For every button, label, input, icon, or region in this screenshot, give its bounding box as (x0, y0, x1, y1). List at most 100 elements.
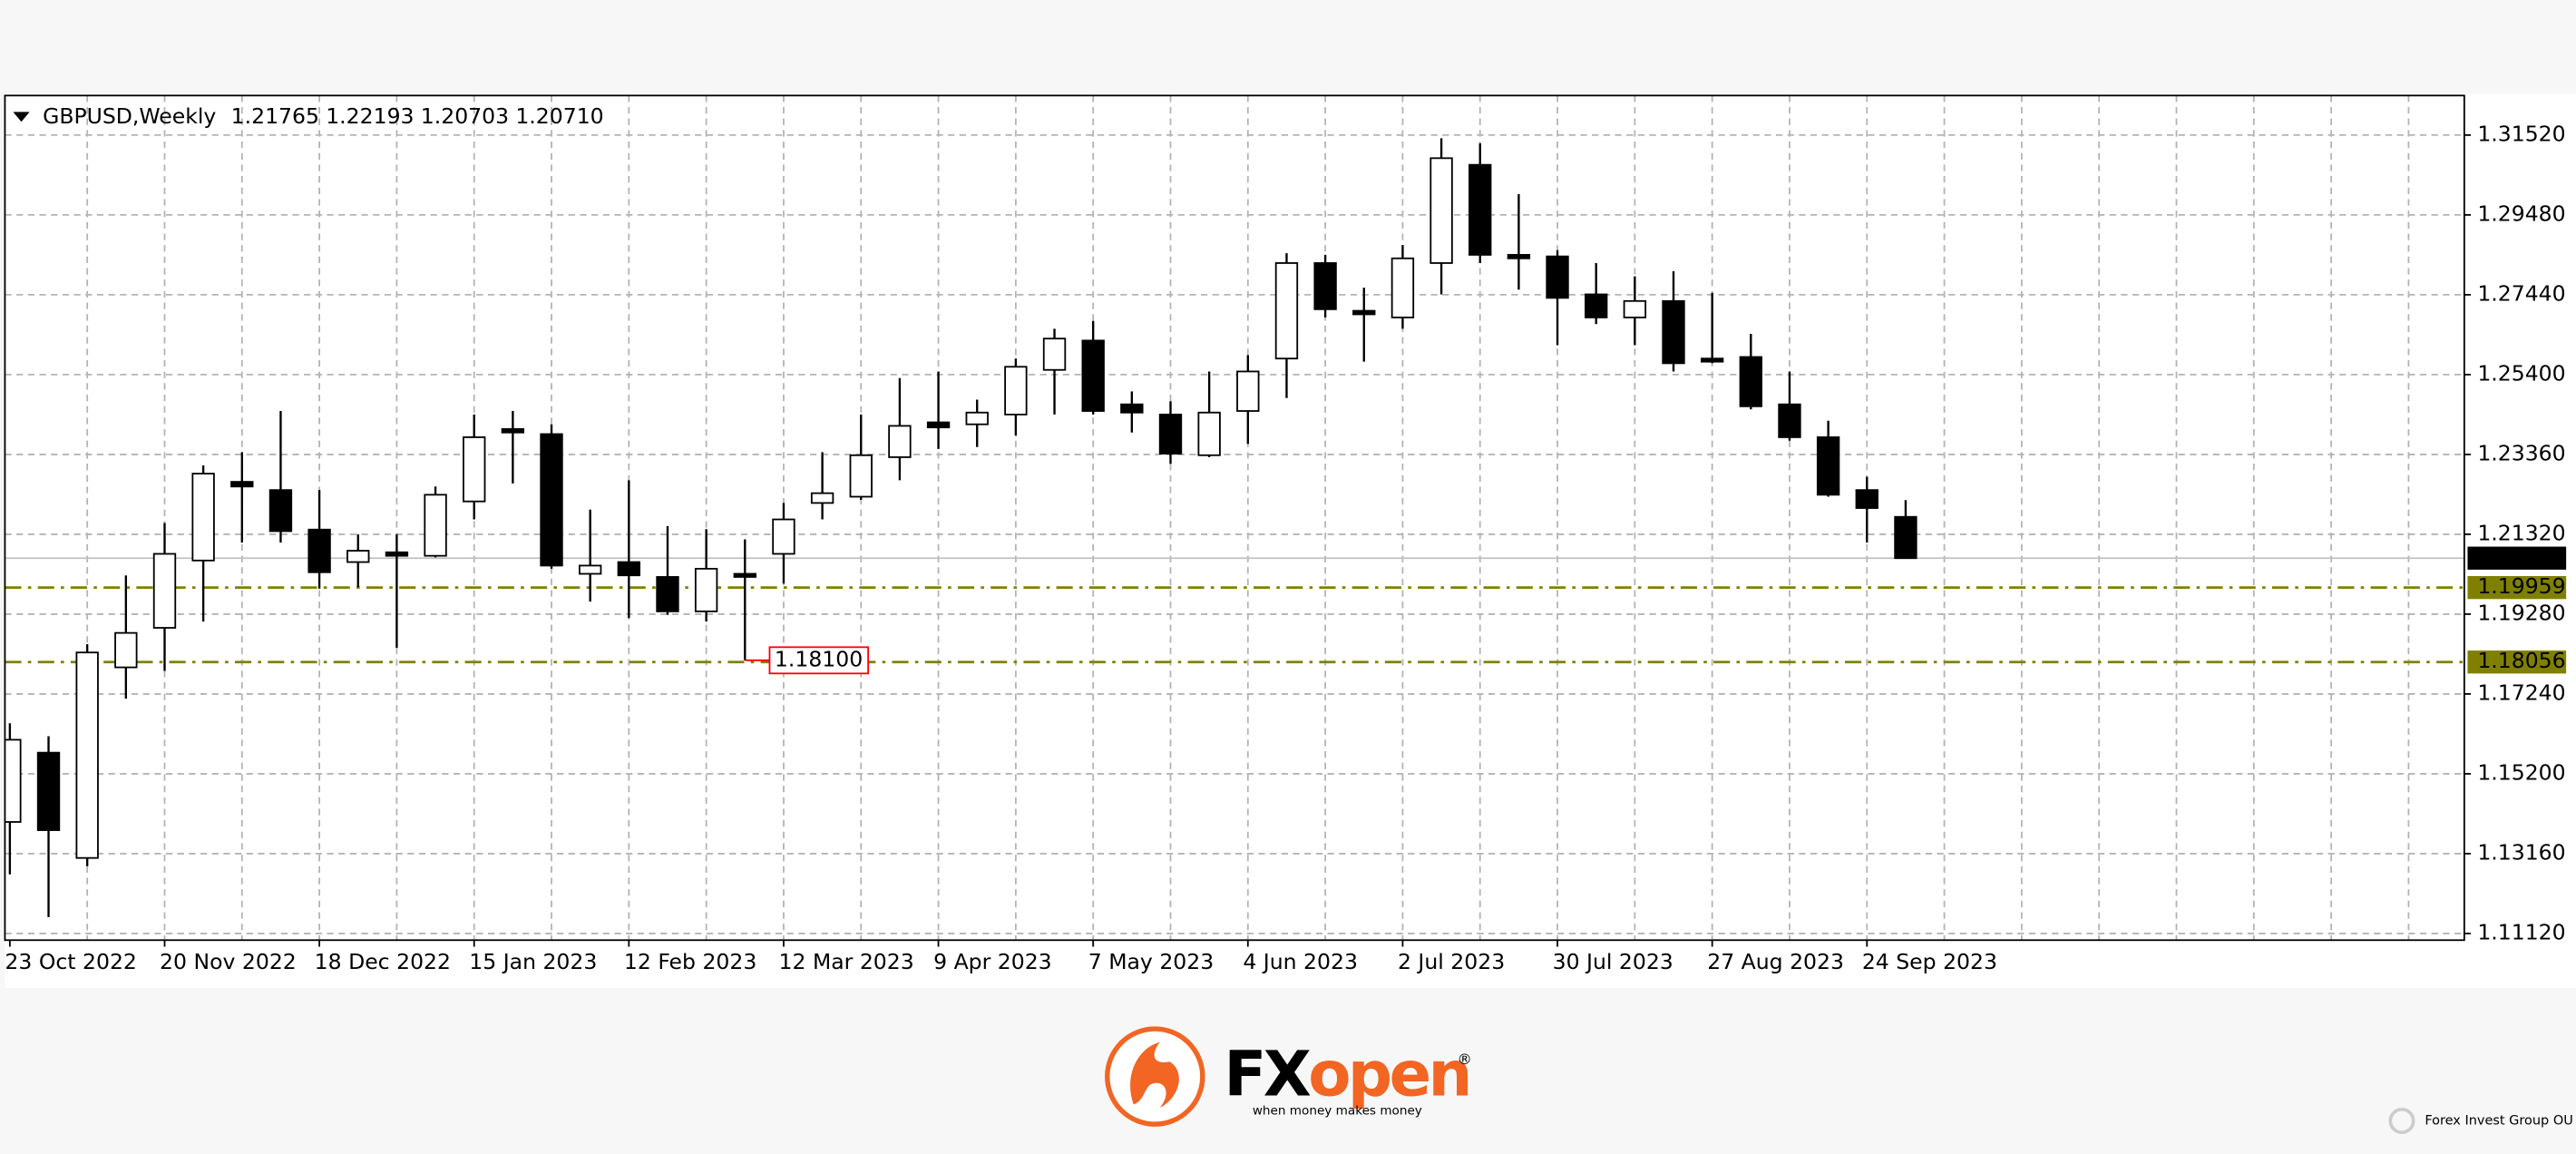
x-tick-label: 7 May 2023 (1088, 949, 1214, 974)
brand-slogan: when money makes money (1253, 1104, 1422, 1119)
candle-body (346, 550, 370, 563)
candle-body (230, 481, 254, 488)
candle-body (540, 433, 563, 567)
candle-body (1855, 489, 1878, 509)
x-tick-label: 20 Nov 2022 (160, 949, 297, 974)
candle-body (1816, 436, 1840, 496)
company-icon (2388, 1108, 2415, 1135)
candle-body (579, 564, 602, 575)
logo: FXopen ® when money makes money Forex In… (1105, 1026, 2573, 1135)
current-price-box (2467, 546, 2567, 570)
brand-reg: ® (1458, 1051, 1472, 1068)
annotation-box (768, 646, 870, 675)
candle-body (1158, 413, 1183, 455)
candle-body (1352, 309, 1376, 316)
candle-body (1313, 262, 1337, 310)
y-tick-label: 1.27440 (2477, 280, 2565, 306)
candle-body (1700, 357, 1724, 363)
candle-body (75, 651, 99, 859)
candle-body (1429, 157, 1453, 264)
candle-body (307, 528, 331, 573)
candle-body (888, 425, 912, 458)
candle-body (268, 489, 293, 533)
y-tick-label: 1.11120 (2477, 919, 2565, 944)
candle-body (501, 427, 525, 434)
y-tick-label: 1.17240 (2477, 680, 2565, 705)
plot-area (5, 138, 2464, 917)
menu-triangle (13, 112, 30, 122)
candle-body (656, 576, 679, 612)
candle-body (385, 551, 409, 557)
candle-body (617, 561, 641, 577)
y-tick-label: 1.13160 (2477, 839, 2565, 865)
candle-body (1236, 370, 1260, 412)
header-open: 1.21765 (231, 103, 319, 128)
x-tick-label: 2 Jul 2023 (1398, 949, 1505, 974)
chart-header: GBPUSD,Weekly 1.21765 1.22193 1.20703 1.2071… (43, 103, 604, 128)
header-high: 1.22193 (326, 103, 414, 128)
x-tick-label: 9 Apr 2023 (933, 949, 1052, 974)
candle-body (926, 421, 951, 429)
candle-body (1894, 515, 1917, 560)
level-label-box (2467, 650, 2567, 674)
x-tick-label: 12 Feb 2023 (624, 949, 756, 974)
candle-body (424, 494, 447, 557)
candle-body (849, 454, 873, 498)
candle-body (1546, 255, 1569, 299)
candle-body (114, 631, 138, 669)
price-axis: 1.31520 1.29480 1.27440 1.25400 1.23360 1.213… (5, 121, 2567, 974)
header-close: 1.20710 (515, 103, 603, 128)
x-tick-label: 23 Oct 2022 (5, 949, 136, 974)
candle-body (1042, 337, 1067, 371)
candle-body (1197, 411, 1221, 456)
y-tick-label: 1.23360 (2477, 440, 2565, 465)
x-tick-label: 27 Aug 2023 (1707, 949, 1844, 974)
company-name: Forex Invest Group OU (2425, 1114, 2572, 1129)
current-price-label: 1.20710 (2477, 544, 2565, 570)
level-label: 1.19959 (2477, 573, 2565, 599)
candle-body (36, 751, 61, 831)
x-tick-label: 12 Mar 2023 (779, 949, 914, 974)
candle-body (965, 411, 989, 425)
y-tick-label: 1.15200 (2477, 759, 2565, 785)
candle-body (152, 553, 177, 629)
candle-body (1778, 403, 1801, 438)
y-tick-label: 1.31520 (2477, 121, 2565, 146)
candle-body (1585, 293, 1608, 318)
candle-body (1004, 366, 1028, 416)
candle-body (733, 572, 756, 578)
y-tick-label: 1.21320 (2477, 520, 2565, 545)
candle-body (1623, 299, 1647, 318)
y-tick-label: 1.29480 (2477, 200, 2565, 226)
candle-body (810, 492, 834, 504)
x-tick-label: 24 Sep 2023 (1862, 949, 1997, 974)
candle-body (1469, 163, 1492, 256)
level-label: 1.18056 (2477, 648, 2565, 673)
x-tick-label: 18 Dec 2022 (315, 949, 451, 974)
candle-body (1120, 403, 1144, 414)
header-low: 1.20703 (421, 103, 509, 128)
brand-b: open (1308, 1038, 1469, 1110)
brand-a: FX (1224, 1038, 1310, 1110)
x-tick-label: 4 Jun 2023 (1243, 949, 1358, 974)
grid (5, 95, 2464, 941)
candle-body (694, 567, 718, 612)
y-tick-label: 1.25400 (2477, 360, 2565, 386)
candle-body (5, 738, 22, 823)
candle-body (463, 436, 486, 503)
candle-body (191, 473, 215, 562)
plot-border (4, 94, 2465, 942)
candle-body (1390, 257, 1415, 318)
candle-body (772, 518, 795, 555)
candle-body (1274, 262, 1299, 360)
candle-body (1081, 339, 1105, 412)
x-tick-label: 15 Jan 2023 (469, 949, 597, 974)
candle-body (1662, 299, 1685, 365)
y-tick-label: 1.19280 (2477, 600, 2565, 625)
symbol: GBPUSD,Weekly (43, 103, 216, 128)
logo-bull (1130, 1042, 1179, 1109)
x-tick-label: 30 Jul 2023 (1553, 949, 1673, 974)
level-label-box (2467, 575, 2567, 600)
